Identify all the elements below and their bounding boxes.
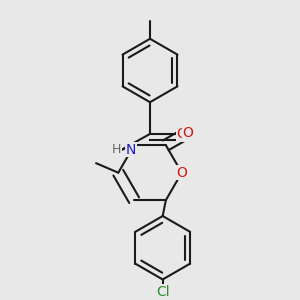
Text: Cl: Cl: [156, 285, 169, 299]
Text: O: O: [183, 125, 194, 140]
Text: O: O: [176, 127, 187, 141]
Text: O: O: [176, 166, 187, 180]
Text: H: H: [112, 143, 122, 156]
Text: N: N: [126, 143, 136, 157]
